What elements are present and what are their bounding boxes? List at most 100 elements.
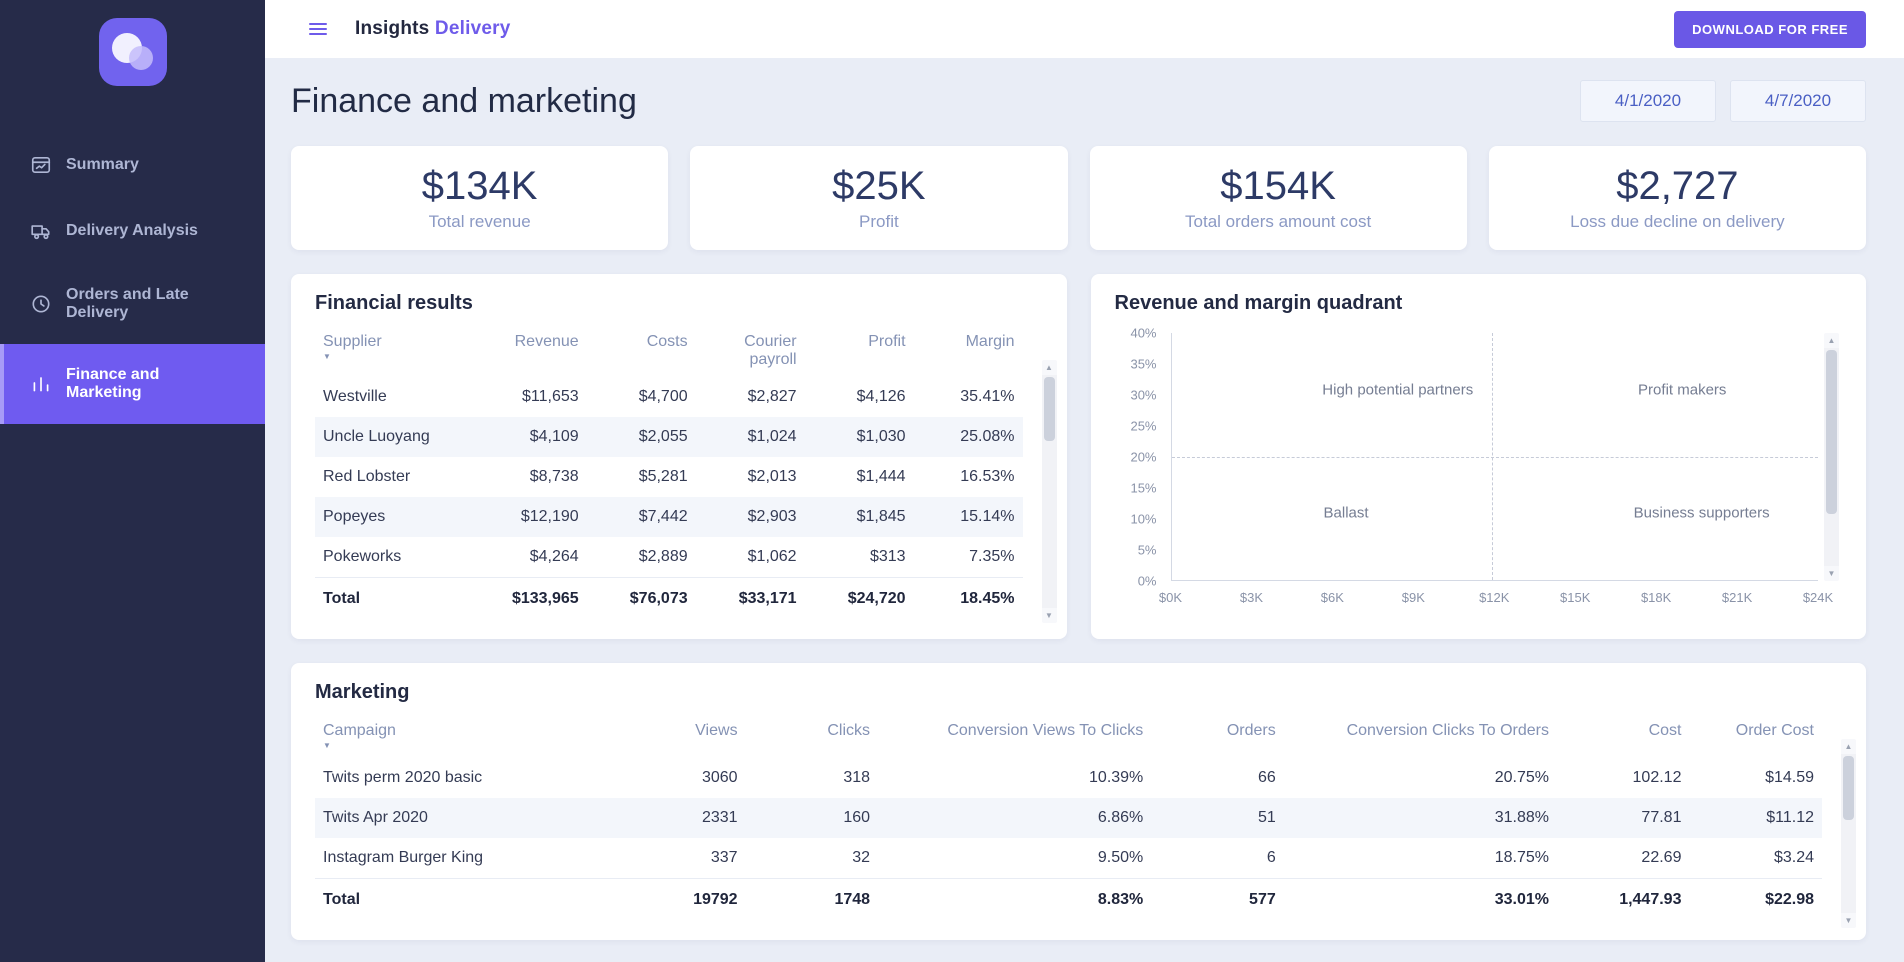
column-header-supplier[interactable]: Supplier ▼ [315, 323, 478, 377]
scrollbar[interactable]: ▲ ▼ [1041, 360, 1057, 623]
sidebar-item-summary[interactable]: Summary [0, 132, 265, 198]
cell: 16.53% [960, 468, 1015, 485]
brand-title: Insights Delivery [355, 18, 510, 40]
cell: Twits perm 2020 basic [323, 769, 483, 786]
logo-circle-purple [128, 46, 153, 70]
scroll-up-icon[interactable]: ▲ [1045, 363, 1053, 372]
quadrant-label-business-supporters: Business supporters [1633, 504, 1770, 522]
sidebar-nav: Summary Delivery Analysis Orders and Lat… [0, 132, 265, 424]
hamburger-icon [309, 23, 327, 35]
cell: $33,171 [695, 576, 805, 621]
brand-secondary: Delivery [434, 18, 511, 39]
column-header-profit[interactable]: Profit [868, 333, 906, 350]
column-header-label: Supplier [323, 333, 382, 350]
sidebar: Summary Delivery Analysis Orders and Lat… [0, 0, 265, 962]
scrollbar[interactable]: ▲ ▼ [1824, 333, 1839, 581]
kpi-value: $134K [421, 164, 538, 208]
date-from-input[interactable]: 4/1/2020 [1580, 80, 1716, 122]
cell: 1,447.93 [1557, 877, 1690, 922]
kpi-value: $154K [1220, 164, 1336, 208]
y-axis-tick: 0% [1137, 573, 1157, 589]
cell: $1,062 [747, 547, 797, 565]
y-axis-tick: 10% [1130, 511, 1157, 527]
scroll-thumb[interactable] [1826, 350, 1837, 514]
cell: 6 [1266, 848, 1276, 866]
sidebar-item-label: Orders and Late Delivery [66, 286, 189, 321]
cell: $2,055 [638, 428, 688, 445]
cell: 20.75% [1494, 769, 1549, 786]
scroll-track[interactable] [1041, 375, 1057, 608]
cell: Total [315, 877, 614, 922]
page-title: Finance and marketing [291, 81, 637, 120]
cell: Westville [323, 388, 387, 405]
cell: Total [315, 576, 478, 621]
quadrant-label-ballast: Ballast [1323, 504, 1369, 522]
marketing-table: Campaign ▼ Views Clicks Conversion Views… [315, 712, 1822, 922]
cell: $76,073 [586, 576, 696, 621]
scroll-up-icon[interactable]: ▲ [1844, 742, 1853, 751]
cell: $12,190 [520, 508, 579, 525]
download-for-free-button[interactable]: DOWNLOAD FOR FREE [1674, 10, 1866, 48]
column-header-conversion-clicks-to-orders[interactable]: Conversion Clicks To Orders [1346, 722, 1549, 739]
sidebar-item-orders-and-late-delivery[interactable]: Orders and Late Delivery [0, 264, 265, 344]
scroll-thumb[interactable] [1043, 377, 1055, 441]
column-header-margin[interactable]: Margin [965, 333, 1015, 350]
scroll-thumb[interactable] [1843, 756, 1854, 820]
cell: 6.86% [1097, 809, 1144, 826]
page-header: Finance and marketing 4/1/2020 4/7/2020 [291, 80, 1866, 122]
column-header-campaign[interactable]: Campaign ▼ [315, 712, 613, 758]
cell: $1,030 [856, 428, 906, 445]
y-axis-tick: 20% [1130, 449, 1157, 465]
kpi-label: Profit [859, 212, 899, 231]
scrollbar[interactable]: ▲ ▼ [1841, 739, 1856, 928]
column-header-orders[interactable]: Orders [1226, 722, 1276, 739]
table-row: Red Lobster $8,738 $5,281 $2,013 $1,444 … [315, 457, 1023, 497]
cell: Pokeworks [323, 547, 402, 565]
scroll-down-icon[interactable]: ▼ [1844, 916, 1853, 925]
date-to-input[interactable]: 4/7/2020 [1730, 80, 1866, 122]
x-axis-tick: $9K [1401, 590, 1425, 605]
cell: 3060 [701, 769, 738, 786]
sidebar-item-label: Summary [66, 156, 139, 173]
cell: 25.08% [960, 428, 1015, 445]
kpi-value: $2,727 [1616, 164, 1739, 208]
chart-scroll-area: ▲ ▼ [1824, 333, 1842, 581]
cell: $1,024 [747, 428, 797, 445]
quadrant-chart: 40% 35% 30% 25% 20% 15% 10% 5% 0% High p… [1115, 326, 1843, 611]
column-header-costs[interactable]: Costs [646, 333, 688, 350]
cell: Instagram Burger King [323, 848, 484, 866]
column-header-courier-payroll[interactable]: Courier payroll [744, 333, 797, 368]
cell: $4,109 [529, 428, 579, 445]
orders-clock-icon [30, 293, 52, 315]
column-header-label: Campaign [323, 722, 396, 739]
sidebar-item-finance-and-marketing[interactable]: Finance and Marketing [0, 344, 265, 424]
table-row: Uncle Luoyang $4,109 $2,055 $1,024 $1,03… [315, 417, 1023, 457]
cell: $2,903 [747, 508, 797, 525]
cell: Twits Apr 2020 [323, 809, 428, 826]
x-axis-tick: $21K [1721, 590, 1753, 605]
delivery-truck-icon [30, 220, 52, 242]
column-header-cost[interactable]: Cost [1648, 722, 1682, 739]
scroll-up-icon[interactable]: ▲ [1827, 336, 1836, 345]
cell: 10.39% [1089, 769, 1144, 786]
cell: $24,720 [804, 576, 914, 621]
table-row: Popeyes $12,190 $7,442 $2,903 $1,845 15.… [315, 497, 1023, 537]
x-axis: $0K $3K $6K $9K $12K $15K $18K $21K $24K [1159, 581, 1833, 611]
date-range: 4/1/2020 4/7/2020 [1580, 80, 1866, 122]
column-header-clicks[interactable]: Clicks [827, 722, 871, 739]
scroll-down-icon[interactable]: ▼ [1827, 569, 1836, 578]
column-header-revenue[interactable]: Revenue [514, 333, 579, 350]
main-area: Insights Delivery DOWNLOAD FOR FREE Fina… [265, 0, 1904, 962]
menu-button[interactable] [307, 18, 329, 40]
cell: 32 [852, 848, 871, 866]
cell: 35.41% [960, 388, 1015, 405]
column-header-order-cost[interactable]: Order Cost [1735, 722, 1814, 739]
plot-area: High potential partners Profit makers Ba… [1170, 333, 1818, 581]
column-header-views[interactable]: Views [695, 722, 738, 739]
sidebar-item-delivery-analysis[interactable]: Delivery Analysis [0, 198, 265, 264]
scroll-track[interactable] [1824, 348, 1839, 566]
column-header-conversion-views-to-clicks[interactable]: Conversion Views To Clicks [947, 722, 1144, 739]
quadrant-label-profit-makers: Profit makers [1638, 381, 1727, 399]
scroll-down-icon[interactable]: ▼ [1045, 611, 1053, 620]
scroll-track[interactable] [1841, 754, 1856, 913]
